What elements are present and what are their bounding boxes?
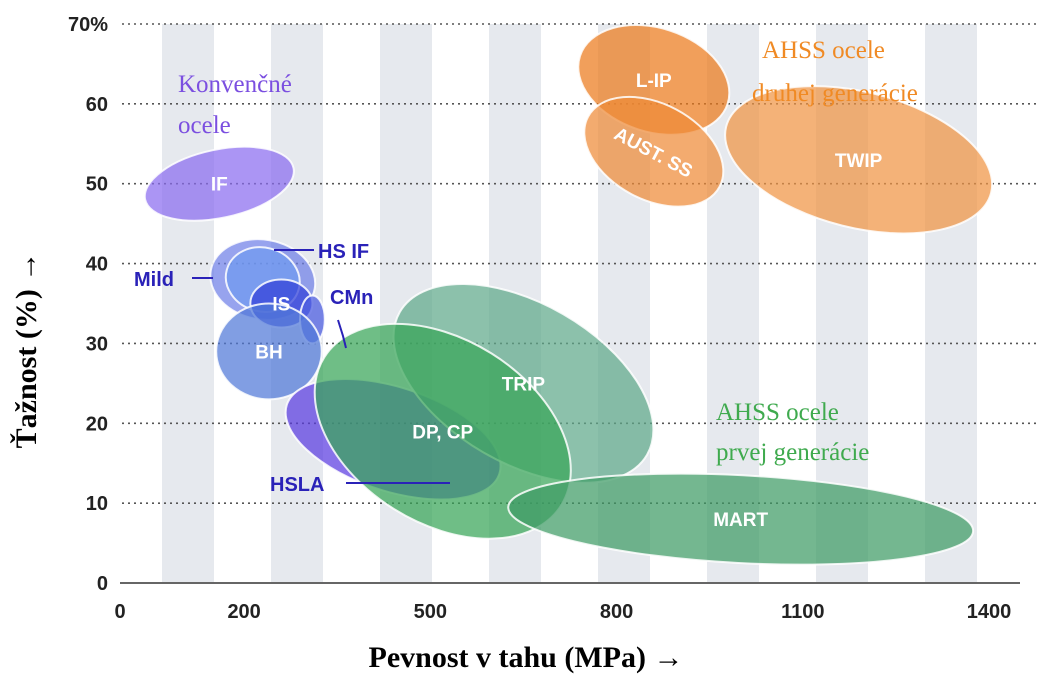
- x-axis-title: Pevnost v tahu (MPa) →: [369, 641, 684, 674]
- region-label-trip: TRIP: [502, 374, 546, 395]
- leader-cmn: [337, 319, 347, 349]
- callout-hsla: HSLA: [270, 474, 324, 496]
- group-label-first-gen-line2: prvej generácie: [716, 439, 869, 466]
- callout-leaders: [192, 249, 450, 484]
- region-label-twip: TWIP: [835, 151, 883, 172]
- region-bh: [215, 302, 323, 401]
- region-label-l-ip: L-IP: [636, 71, 672, 92]
- region-label-is: IS: [272, 295, 290, 316]
- region-if: [143, 145, 295, 222]
- region-label-mart: MART: [713, 510, 768, 531]
- group-label-second-gen-line2: druhej generácie: [752, 80, 918, 107]
- grid-band: [162, 24, 214, 583]
- y-tick-label: 10: [86, 493, 108, 515]
- y-tick-label: 40: [86, 254, 108, 276]
- region-label-dp-cp: DP, CP: [412, 422, 473, 443]
- region-label-bh: BH: [255, 342, 282, 363]
- x-tick-label: 1400: [967, 601, 1012, 623]
- region-mart: [507, 472, 975, 566]
- group-label-second-gen-line1: AHSS ocele: [762, 37, 885, 64]
- y-tick-label: 70%: [68, 14, 108, 36]
- y-tick-label: 0: [97, 573, 108, 595]
- x-tick-labels: 0 200 500 800 1100 1400: [114, 601, 1011, 623]
- region-label-if: IF: [211, 175, 228, 196]
- x-tick-label: 200: [227, 601, 260, 623]
- y-axis-title: Ťažnost (%) →: [10, 252, 43, 449]
- y-tick-label: 20: [86, 413, 108, 435]
- x-tick-label: 0: [114, 601, 125, 623]
- region-aust-ss: [583, 95, 725, 208]
- y-tick-labels: 0 10 20 30 40 50 60 70%: [68, 14, 108, 595]
- callout-mild: Mild: [134, 269, 174, 291]
- y-tick-label: 30: [86, 333, 108, 355]
- region-twip: [724, 85, 994, 235]
- y-tick-label: 50: [86, 174, 108, 196]
- x-tick-label: 800: [600, 601, 633, 623]
- callout-cmn: CMn: [330, 287, 373, 309]
- group-label-conventional-line1: Konvenčné: [178, 71, 292, 98]
- x-tick-label: 500: [414, 601, 447, 623]
- callout-hs-if: HS IF: [318, 241, 369, 263]
- group-label-conventional-line2: ocele: [178, 112, 231, 139]
- grid-band: [925, 24, 977, 583]
- x-tick-label: 1100: [781, 601, 824, 623]
- y-tick-label: 60: [86, 94, 108, 116]
- group-label-first-gen-line1: AHSS ocele: [716, 399, 839, 426]
